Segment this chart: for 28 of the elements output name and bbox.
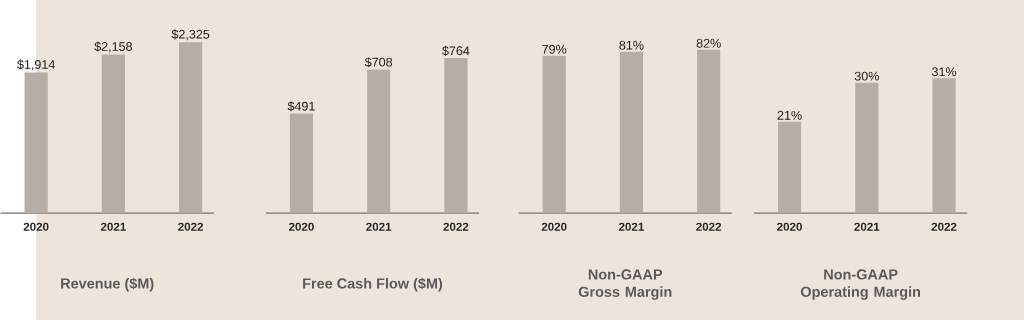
x-tick-label: 2022 bbox=[931, 222, 957, 231]
x-tick-label: 2022 bbox=[178, 222, 204, 231]
data-label: 31% bbox=[932, 67, 957, 77]
data-label: $764 bbox=[442, 45, 470, 56]
data-label: $2,325 bbox=[171, 29, 210, 41]
text: Revenue ($M) bbox=[61, 277, 154, 292]
x-tick-label: 2020 bbox=[777, 222, 802, 231]
text: Free Cash Flow ($M) bbox=[303, 277, 443, 292]
data-label: $2,158 bbox=[94, 41, 132, 53]
x-tick-label: 2022 bbox=[696, 222, 722, 231]
text: Non-GAAP Operating Margin bbox=[800, 269, 921, 300]
data-label: $708 bbox=[364, 57, 393, 68]
x-tick-label: 2021 bbox=[854, 222, 880, 231]
x-tick-label: 2020 bbox=[23, 222, 49, 231]
text: Non-GAAP Gross Margin bbox=[578, 269, 672, 300]
x-tick-label: 2022 bbox=[443, 222, 469, 231]
data-label: 81% bbox=[619, 40, 644, 50]
data-label: 30% bbox=[854, 71, 879, 81]
x-tick-label: 2020 bbox=[541, 222, 567, 231]
x-tick-label: 2021 bbox=[366, 222, 392, 231]
x-tick-label: 2021 bbox=[100, 222, 126, 231]
data-label: $491 bbox=[287, 101, 315, 112]
x-tick-label: 2020 bbox=[288, 222, 314, 231]
data-label: 82% bbox=[696, 38, 721, 48]
x-tick-label: 2021 bbox=[618, 222, 644, 231]
data-label: 21% bbox=[777, 110, 802, 120]
data-label: 79% bbox=[542, 44, 567, 54]
data-label: $1,914 bbox=[17, 59, 55, 71]
